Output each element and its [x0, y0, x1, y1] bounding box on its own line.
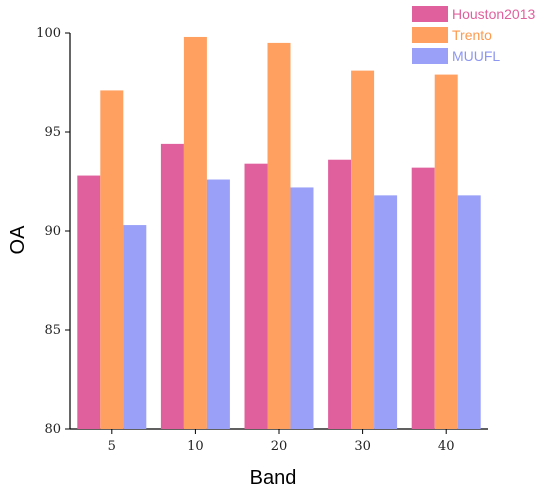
bar-houston2013-10: [160, 143, 184, 429]
legend-swatch: [412, 27, 448, 43]
bar-muufl-40: [457, 195, 481, 429]
bar-houston2013-20: [244, 163, 268, 429]
x-tick-label: 20: [271, 439, 288, 454]
bar-muufl-30: [374, 195, 398, 429]
bar-trento-40: [434, 74, 458, 429]
legend: Houston2013 Trento MUUFL: [412, 6, 536, 64]
bar-houston2013-5: [77, 175, 101, 429]
x-tick-label: 30: [354, 439, 371, 454]
y-tick-label: 90: [44, 224, 61, 239]
bars: [77, 36, 481, 430]
bar-muufl-10: [206, 179, 230, 429]
x-tick-label: 5: [108, 439, 116, 454]
bar-houston2013-30: [328, 159, 352, 429]
bar-houston2013-40: [411, 167, 435, 429]
y-axis: 80 85 90 95 100: [36, 26, 70, 437]
bar-muufl-20: [290, 187, 314, 429]
y-tick-label: 85: [44, 323, 61, 338]
y-tick-label: 80: [44, 422, 61, 437]
legend-label: MUUFL: [452, 48, 500, 64]
legend-swatch: [412, 48, 448, 64]
legend-label: Houston2013: [452, 6, 536, 22]
bar-trento-5: [100, 90, 124, 430]
x-tick-label: 40: [438, 439, 455, 454]
x-axis: 5 10 20 30 40: [108, 429, 455, 454]
legend-swatch: [412, 6, 448, 22]
bar-muufl-5: [123, 225, 147, 429]
y-tick-label: 95: [44, 125, 61, 140]
y-tick-label: 100: [36, 26, 61, 41]
y-axis-title: OA: [7, 225, 29, 255]
bar-trento-20: [267, 42, 291, 430]
x-axis-title: Band: [250, 467, 297, 489]
legend-label: Trento: [452, 27, 492, 43]
bar-trento-10: [183, 36, 207, 430]
x-tick-label: 10: [187, 439, 204, 454]
bar-trento-30: [351, 70, 375, 430]
